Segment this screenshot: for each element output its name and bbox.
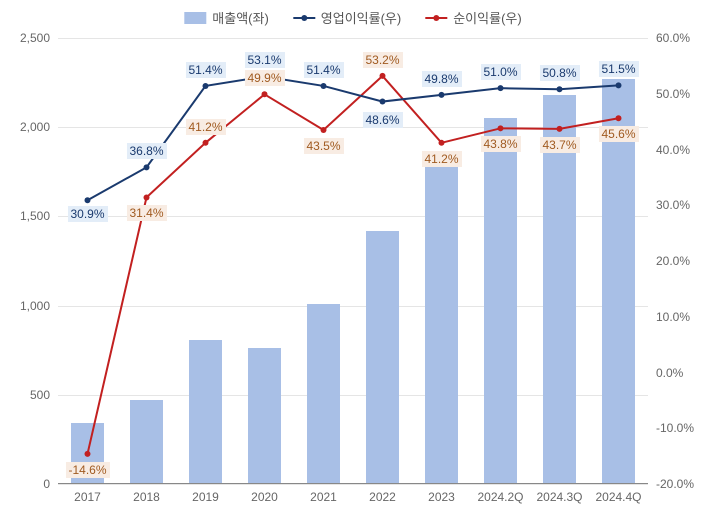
marker-net_margin [85,451,91,457]
y-tick-right: 60.0% [656,31,706,45]
y-tick-right: -10.0% [656,421,706,435]
plot-area: -14.6% 31.4% 41.2% 49.9% 43.5% 53.2% 41.2% 43.8… [58,38,648,484]
legend-item: 영업이익률(우) [293,8,401,27]
y-tick-right: -20.0% [656,477,706,491]
x-tick: 2022 [369,490,396,504]
data-label-op_margin: 30.9% [67,206,107,222]
data-label-op_margin: 51.4% [303,62,343,78]
marker-net_margin [203,140,209,146]
marker-net_margin [498,125,504,131]
marker-net_margin [144,194,150,200]
x-tick: 2021 [310,490,337,504]
y-tick-right: 20.0% [656,254,706,268]
legend-swatch-line [425,17,447,19]
data-label-op_margin: 49.8% [421,71,461,87]
y-tick-left: 0 [0,477,50,491]
data-label-net_margin: 31.4% [126,205,166,221]
y-axis-right: -20.0%-10.0%0.0%10.0%20.0%30.0%40.0%50.0… [648,38,706,484]
y-tick-left: 2,500 [0,31,50,45]
x-tick: 2017 [74,490,101,504]
marker-op_margin [557,86,563,92]
x-tick: 2019 [192,490,219,504]
marker-op_margin [85,197,91,203]
x-tick: 2024.2Q [477,490,523,504]
data-label-op_margin: 48.6% [362,112,402,128]
y-tick-left: 1,000 [0,299,50,313]
data-label-net_margin: 41.2% [421,151,461,167]
data-label-op_margin: 51.5% [598,61,638,77]
x-tick: 2020 [251,490,278,504]
legend-label: 순이익률(우) [453,8,521,27]
x-tick: 2023 [428,490,455,504]
y-tick-left: 2,000 [0,120,50,134]
data-label-op_margin: 51.4% [185,62,225,78]
marker-net_margin [380,73,386,79]
data-label-net_margin: 43.5% [303,138,343,154]
legend-label: 영업이익률(우) [321,8,401,27]
marker-op_margin [321,83,327,89]
marker-op_margin [616,82,622,88]
marker-op_margin [144,164,150,170]
data-label-op_margin: 50.8% [539,65,579,81]
marker-op_margin [498,85,504,91]
x-tick: 2018 [133,490,160,504]
legend-swatch-line [293,17,315,19]
data-label-op_margin: 53.1% [244,52,284,68]
data-label-net_margin: 43.8% [480,136,520,152]
y-tick-right: 10.0% [656,310,706,324]
y-axis-left: 05001,0001,5002,0002,500 [0,38,58,484]
marker-net_margin [321,127,327,133]
y-tick-right: 0.0% [656,366,706,380]
marker-net_margin [439,140,445,146]
y-tick-left: 1,500 [0,209,50,223]
data-label-net_margin: 41.2% [185,119,225,135]
legend-item: 매출액(좌) [184,8,269,27]
data-label-net_margin: 49.9% [244,70,284,86]
y-tick-left: 500 [0,388,50,402]
data-label-net_margin: 53.2% [362,52,402,68]
marker-net_margin [616,115,622,121]
y-tick-right: 40.0% [656,143,706,157]
marker-net_margin [557,126,563,132]
data-label-op_margin: 51.0% [480,64,520,80]
marker-op_margin [203,83,209,89]
line-net_margin [88,76,619,454]
data-label-net_margin: -14.6% [65,462,109,478]
x-tick: 2024.3Q [536,490,582,504]
data-label-op_margin: 36.8% [126,143,166,159]
data-label-net_margin: 45.6% [598,126,638,142]
data-label-net_margin: 43.7% [539,137,579,153]
line-layer [58,38,648,484]
legend-item: 순이익률(우) [425,8,521,27]
x-axis: 2017 2018 2019 2020 2021 2022 2023 2024.2Q 2024.… [58,484,648,524]
legend-label: 매출액(좌) [212,8,269,27]
y-tick-right: 30.0% [656,198,706,212]
marker-op_margin [439,92,445,98]
y-tick-right: 50.0% [656,87,706,101]
marker-op_margin [380,99,386,105]
legend: 매출액(좌) 영업이익률(우) 순이익률(우) [184,8,521,27]
legend-swatch-bar [184,12,206,24]
chart-container: 매출액(좌) 영업이익률(우) 순이익률(우) 0 500 1,000 1,500 2,00… [0,0,706,524]
marker-net_margin [262,91,268,97]
x-tick: 2024.4Q [595,490,641,504]
